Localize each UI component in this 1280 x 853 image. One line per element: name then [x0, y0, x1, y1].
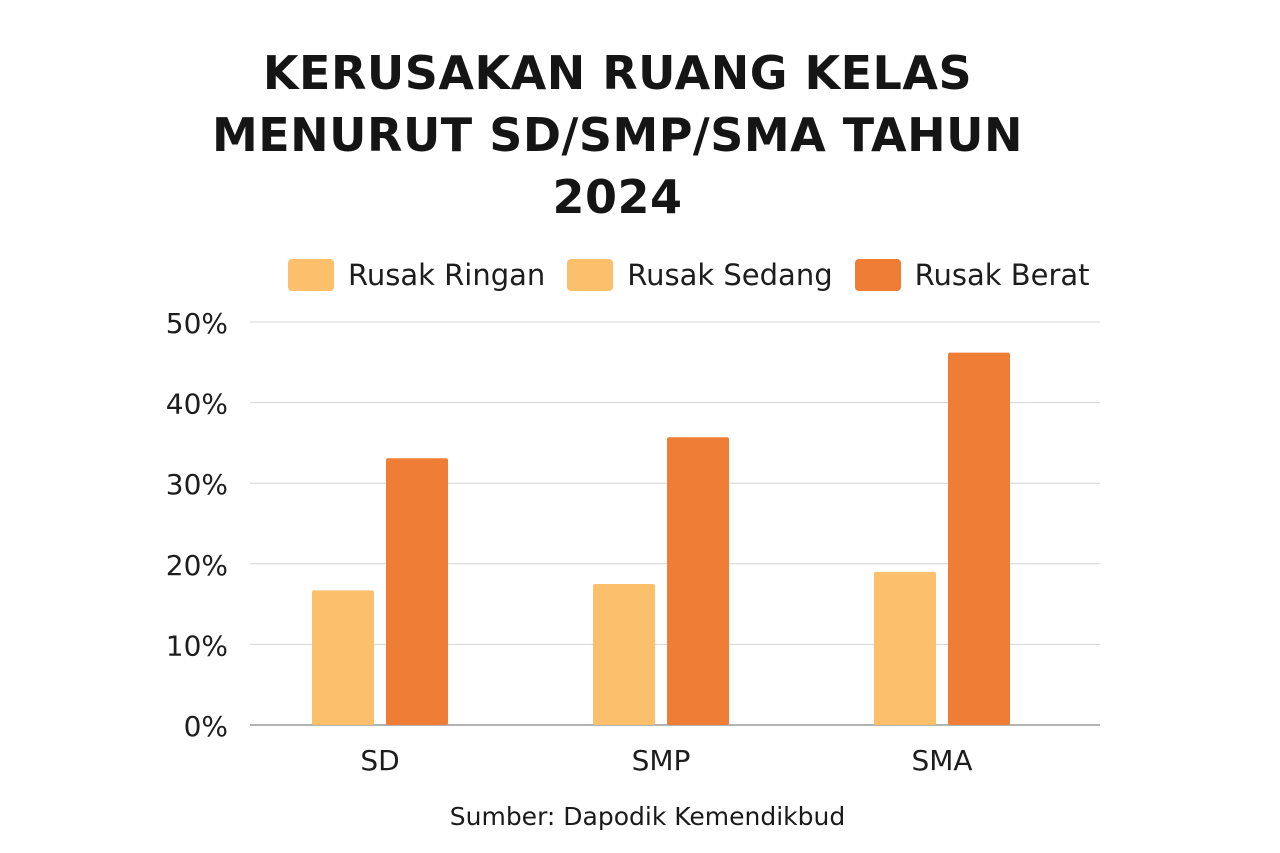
bar-sma-rusak-berat	[948, 352, 1010, 725]
chart-title: KERUSAKAN RUANG KELAS MENURUT SD/SMP/SMA…	[0, 42, 1235, 228]
chart-title-line-3: 2024	[552, 170, 683, 224]
source-note: Sumber: Dapodik Kemendikbud	[449, 802, 846, 831]
x-tick-label-sma: SMA	[911, 744, 972, 777]
bar-sd-rusak-berat	[386, 458, 448, 725]
bar-smp-rusak-berat	[667, 437, 729, 725]
legend-item-rusak-sedang: Rusak Sedang	[567, 258, 833, 292]
y-tick-label-30: 30%	[166, 468, 228, 501]
y-tick-label-20: 20%	[166, 549, 228, 582]
y-tick-label-40: 40%	[166, 388, 228, 421]
x-tick-label-sd: SD	[360, 744, 399, 777]
legend-swatch-rusak-sedang	[567, 259, 614, 291]
legend-item-rusak-berat: Rusak Berat	[854, 258, 1090, 292]
bar-sma-rusak-sedang	[874, 571, 936, 725]
y-tick-label-50: 50%	[166, 307, 228, 340]
bar-smp-rusak-sedang	[593, 583, 655, 725]
chart-title-line-2: MENURUT SD/SMP/SMA TAHUN	[211, 108, 1024, 162]
chart-legend: Rusak Ringan Rusak Sedang Rusak Berat	[288, 253, 1112, 297]
legend-label-rusak-berat: Rusak Berat	[914, 258, 1090, 292]
x-tick-label-smp: SMP	[632, 744, 691, 777]
legend-label-rusak-ringan: Rusak Ringan	[348, 258, 546, 292]
y-tick-label-10: 10%	[166, 629, 228, 662]
legend-swatch-rusak-berat	[854, 259, 901, 291]
y-tick-label-0: 0%	[184, 710, 228, 743]
legend-swatch-rusak-ringan	[288, 259, 334, 291]
legend-label-rusak-sedang: Rusak Sedang	[627, 258, 833, 292]
bar-sd-rusak-sedang	[312, 590, 374, 725]
chart-title-line-1: KERUSAKAN RUANG KELAS	[262, 46, 973, 100]
legend-item-rusak-ringan: Rusak Ringan	[288, 258, 545, 292]
